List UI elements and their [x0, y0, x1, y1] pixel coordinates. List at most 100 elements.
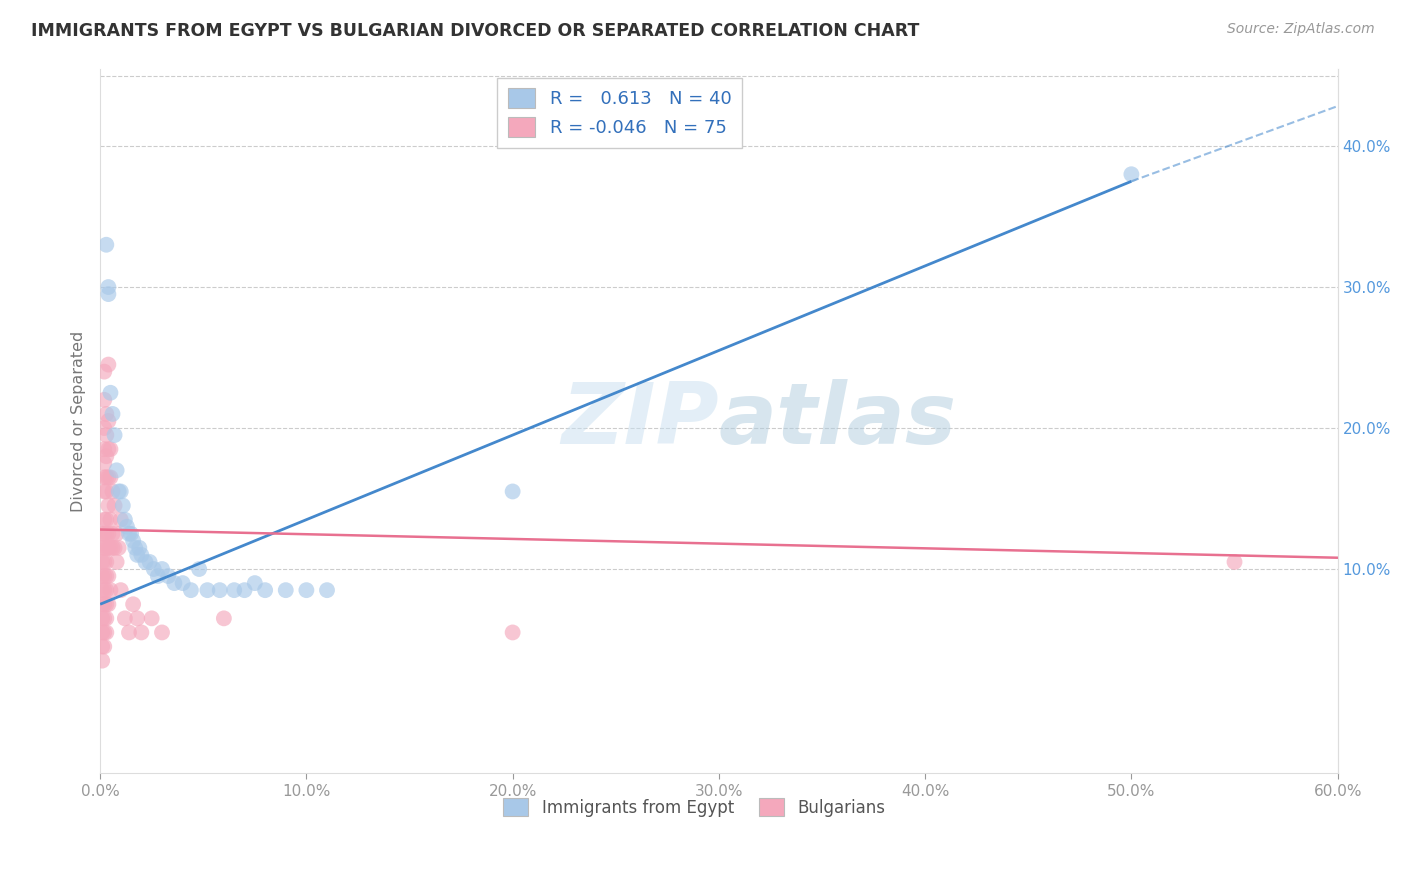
Point — [115, 519, 138, 533]
Point — [118, 625, 141, 640]
Point — [146, 569, 169, 583]
Point — [122, 533, 145, 548]
Point — [93, 625, 115, 640]
Point — [91, 640, 114, 654]
Point — [111, 499, 134, 513]
Point — [91, 541, 114, 555]
Point — [91, 526, 114, 541]
Point — [157, 569, 180, 583]
Point — [97, 541, 120, 555]
Point — [96, 569, 118, 583]
Point — [93, 640, 115, 654]
Point — [96, 541, 118, 555]
Point — [110, 583, 132, 598]
Point — [93, 442, 115, 457]
Point — [274, 583, 297, 598]
Point — [105, 555, 128, 569]
Point — [502, 484, 524, 499]
Point — [127, 548, 149, 562]
Point — [172, 576, 194, 591]
Point — [96, 407, 118, 421]
Point — [124, 541, 146, 555]
Point — [243, 576, 266, 591]
Text: atlas: atlas — [718, 379, 957, 462]
Point — [97, 569, 120, 583]
Point — [118, 526, 141, 541]
Point — [150, 625, 173, 640]
Point — [114, 611, 136, 625]
Point — [96, 597, 118, 611]
Point — [96, 513, 118, 527]
Point — [97, 414, 120, 428]
Point — [100, 513, 122, 527]
Text: ZIP: ZIP — [561, 379, 718, 462]
Point — [93, 555, 115, 569]
Point — [96, 625, 118, 640]
Point — [97, 287, 120, 301]
Point — [100, 583, 122, 598]
Point — [114, 513, 136, 527]
Point — [101, 484, 124, 499]
Point — [93, 484, 115, 499]
Point — [97, 499, 120, 513]
Point — [93, 365, 115, 379]
Point — [103, 428, 125, 442]
Point — [103, 541, 125, 555]
Point — [97, 526, 120, 541]
Point — [96, 428, 118, 442]
Point — [105, 463, 128, 477]
Point — [97, 358, 120, 372]
Point — [316, 583, 339, 598]
Point — [110, 484, 132, 499]
Point — [96, 484, 118, 499]
Point — [208, 583, 231, 598]
Point — [107, 484, 129, 499]
Point — [120, 526, 142, 541]
Point — [127, 611, 149, 625]
Point — [134, 555, 156, 569]
Point — [150, 562, 173, 576]
Text: Source: ZipAtlas.com: Source: ZipAtlas.com — [1227, 22, 1375, 37]
Point — [96, 526, 118, 541]
Point — [91, 569, 114, 583]
Point — [295, 583, 318, 598]
Point — [101, 526, 124, 541]
Point — [93, 611, 115, 625]
Point — [96, 555, 118, 569]
Point — [212, 611, 235, 625]
Point — [91, 555, 114, 569]
Point — [93, 569, 115, 583]
Point — [97, 470, 120, 484]
Point — [180, 583, 202, 598]
Point — [105, 526, 128, 541]
Point — [93, 526, 115, 541]
Point — [93, 597, 115, 611]
Point — [96, 449, 118, 463]
Point — [93, 541, 115, 555]
Point — [100, 470, 122, 484]
Point — [131, 548, 153, 562]
Point — [97, 597, 120, 611]
Point — [233, 583, 256, 598]
Point — [1223, 555, 1246, 569]
Point — [195, 583, 218, 598]
Point — [138, 555, 160, 569]
Point — [97, 280, 120, 294]
Point — [101, 407, 124, 421]
Point — [163, 576, 186, 591]
Point — [1121, 167, 1143, 181]
Point — [91, 597, 114, 611]
Point — [103, 499, 125, 513]
Point — [96, 611, 118, 625]
Point — [96, 237, 118, 252]
Point — [97, 442, 120, 457]
Point — [122, 597, 145, 611]
Point — [93, 513, 115, 527]
Point — [93, 392, 115, 407]
Y-axis label: Divorced or Separated: Divorced or Separated — [72, 330, 86, 512]
Point — [224, 583, 246, 598]
Point — [96, 470, 118, 484]
Point — [101, 541, 124, 555]
Point — [100, 442, 122, 457]
Point — [93, 421, 115, 435]
